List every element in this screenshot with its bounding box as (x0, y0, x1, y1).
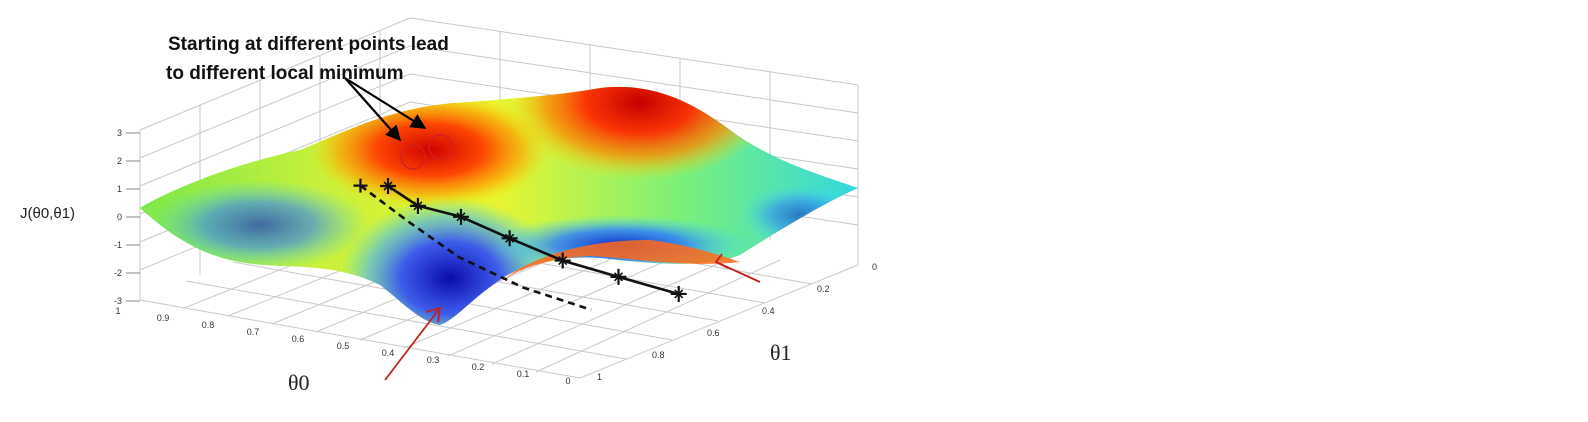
x-tick-label: 0 (565, 376, 570, 386)
descent-paths (353, 178, 687, 312)
x-axis-label: θ0 (288, 370, 310, 395)
series-point-star (453, 208, 469, 225)
x-tick-label: 0.3 (427, 355, 440, 365)
minimum-arrow-left (384, 307, 441, 381)
axes-box-grid (139, 17, 859, 379)
x-tick-label: 0.7 (247, 327, 260, 337)
z-axis-ticks: 3 2 1 0 -1 -2 -3 (114, 128, 140, 306)
z-tick-label: -1 (114, 240, 122, 250)
z-tick-label: 2 (117, 156, 122, 166)
z-tick-label: 0 (117, 212, 122, 222)
series-point-star (670, 285, 687, 302)
minimum-arrow-left-head (425, 306, 442, 323)
series-line-path-to-left-minimum (359, 184, 592, 312)
series-point-star (610, 268, 627, 285)
x-tick-label: 0.6 (292, 334, 305, 344)
y-tick-label: 1 (597, 372, 602, 382)
y-tick-label: 0.8 (652, 350, 665, 360)
annotation-arrow-1 (344, 77, 402, 142)
y-tick-label: 0.6 (707, 328, 720, 338)
z-tick-label: -3 (114, 296, 122, 306)
series-start-star (353, 178, 368, 193)
start-circle-left (400, 144, 426, 170)
series-point-star (554, 252, 571, 269)
z-tick-label: 3 (117, 128, 122, 138)
x-tick-label: 1 (115, 306, 120, 316)
minimum-arrow-right-head (714, 253, 729, 269)
annotation-line-1: Starting at different points lead (168, 34, 449, 55)
y-tick-label: 0.2 (817, 284, 830, 294)
x-tick-label: 0.8 (202, 320, 215, 330)
y-tick-label: 0 (872, 262, 877, 272)
series-point-star (501, 230, 518, 247)
x-tick-label: 0.4 (382, 348, 395, 358)
series-point-star (380, 178, 397, 194)
z-tick-label: 1 (117, 184, 122, 194)
series-point-star (409, 197, 426, 214)
x-tick-label: 0.9 (157, 313, 170, 323)
z-tick-label: -2 (114, 268, 122, 278)
z-axis-label: J(θ0,θ1) (20, 205, 75, 222)
x-tick-label: 0.5 (337, 341, 350, 351)
start-circle-right (428, 134, 454, 160)
y-tick-label: 0.4 (762, 306, 775, 316)
x-axis-ticks: 1 0.9 0.8 0.7 0.6 0.5 0.4 0.3 0.2 0.1 0 (115, 306, 570, 386)
y-axis-label: θ1 (770, 340, 792, 365)
x-tick-label: 0.1 (517, 369, 530, 379)
annotation-line-2: to different local minimum (166, 63, 404, 84)
y-axis-ticks: 0 0.2 0.4 0.6 0.8 1 (597, 262, 877, 382)
x-tick-label: 0.2 (472, 362, 485, 372)
annotation-arrow-2 (344, 77, 427, 129)
